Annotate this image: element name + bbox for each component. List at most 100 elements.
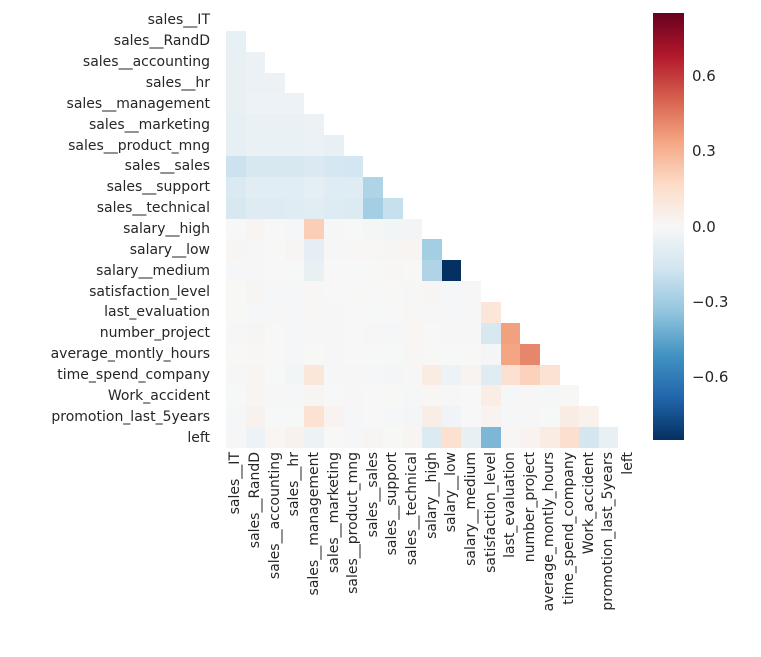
heatmap-cell — [265, 260, 285, 282]
masked-cell — [520, 239, 540, 261]
masked-cell — [461, 176, 482, 198]
heatmap-cell — [461, 322, 482, 344]
masked-cell — [559, 281, 580, 302]
masked-cell — [481, 114, 501, 136]
masked-cell — [598, 93, 619, 115]
heatmap-cell — [382, 427, 403, 448]
colorbar-tick-label: −0.3 — [692, 292, 729, 311]
heatmap-cell — [363, 176, 383, 198]
heatmap-cell — [343, 406, 364, 428]
heatmap-cell — [539, 385, 560, 407]
heatmap-cell — [520, 427, 540, 448]
heatmap-cell — [539, 364, 560, 386]
masked-cell — [500, 10, 521, 31]
masked-cell — [500, 197, 521, 219]
masked-cell — [500, 156, 521, 177]
heatmap-cell — [461, 343, 482, 365]
heatmap-cell — [324, 322, 344, 344]
heatmap-cell — [265, 281, 285, 302]
masked-cell — [402, 10, 423, 31]
masked-cell — [500, 176, 521, 198]
masked-cell — [382, 135, 403, 156]
heatmap-cell — [226, 364, 246, 386]
heatmap-cell — [343, 156, 364, 177]
heatmap-cell — [422, 427, 442, 448]
heatmap-cell — [304, 218, 325, 240]
masked-cell — [579, 343, 599, 365]
masked-cell — [402, 72, 423, 94]
heatmap-cell — [579, 406, 599, 428]
masked-cell — [579, 385, 599, 407]
heatmap-cell — [245, 114, 266, 136]
masked-cell — [481, 281, 501, 302]
heatmap-cell — [226, 51, 246, 73]
masked-cell — [343, 93, 364, 115]
heatmap-cell — [363, 239, 383, 261]
heatmap-cell — [441, 364, 462, 386]
heatmap-cell — [343, 176, 364, 198]
masked-cell — [343, 51, 364, 73]
x-tick-label: Work_accident — [580, 452, 597, 555]
masked-cell — [598, 114, 619, 136]
y-tick-label: salary__medium — [96, 262, 210, 279]
heatmap-cell — [245, 364, 266, 386]
masked-cell — [559, 239, 580, 261]
masked-cell — [265, 30, 285, 52]
masked-cell — [481, 218, 501, 240]
heatmap-cell — [265, 427, 285, 448]
heatmap-cell — [481, 427, 501, 448]
heatmap-cell — [324, 260, 344, 282]
masked-cell — [598, 135, 619, 156]
heatmap-cell — [226, 135, 246, 156]
y-tick-label: left — [187, 429, 210, 446]
heatmap-cell — [304, 281, 325, 302]
masked-cell — [520, 218, 540, 240]
colorbar-tick-label: 0.6 — [692, 66, 716, 85]
masked-cell — [461, 114, 482, 136]
heatmap-cell — [382, 406, 403, 428]
heatmap-cell — [284, 385, 305, 407]
heatmap-cell — [402, 406, 423, 428]
heatmap-cell — [324, 302, 344, 323]
masked-cell — [441, 218, 462, 240]
y-tick-label: average_montly_hours — [50, 346, 210, 363]
masked-cell — [539, 281, 560, 302]
heatmap-cell — [304, 239, 325, 261]
heatmap-cell — [245, 302, 266, 323]
masked-cell — [598, 197, 619, 219]
heatmap-cell — [265, 176, 285, 198]
masked-cell — [559, 176, 580, 198]
heatmap-cell — [343, 260, 364, 282]
heatmap-cell — [226, 93, 246, 115]
heatmap-cell — [382, 218, 403, 240]
y-tick-label: Work_accident — [107, 387, 210, 404]
heatmap-cell — [481, 322, 501, 344]
masked-cell — [559, 322, 580, 344]
masked-cell — [559, 218, 580, 240]
masked-cell — [559, 72, 580, 94]
masked-cell — [618, 343, 638, 365]
heatmap-cell — [245, 51, 266, 73]
heatmap-cell — [481, 406, 501, 428]
x-tick-label: sales__sales — [364, 452, 381, 538]
x-tick-label: salary__medium — [462, 452, 479, 566]
masked-cell — [559, 343, 580, 365]
heatmap-cell — [284, 343, 305, 365]
masked-cell — [284, 30, 305, 52]
masked-cell — [500, 93, 521, 115]
masked-cell — [324, 30, 344, 52]
masked-cell — [598, 260, 619, 282]
heatmap-cell — [382, 260, 403, 282]
masked-cell — [598, 239, 619, 261]
masked-cell — [304, 72, 325, 94]
y-tick-label: sales__hr — [145, 75, 210, 91]
masked-cell — [461, 260, 482, 282]
masked-cell — [539, 302, 560, 323]
masked-cell — [579, 93, 599, 115]
heatmap-cell — [422, 281, 442, 302]
heatmap-cell — [382, 239, 403, 261]
masked-cell — [461, 218, 482, 240]
heatmap-cell — [402, 260, 423, 282]
masked-cell — [363, 93, 383, 115]
